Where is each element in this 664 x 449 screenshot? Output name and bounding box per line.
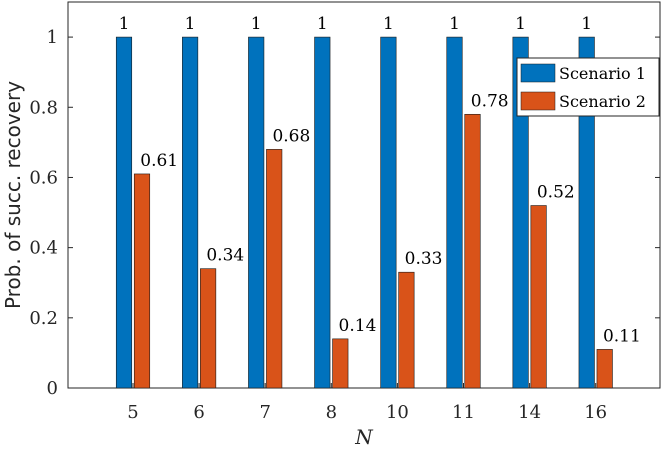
bar-series2-5 [133,173,151,389]
y-tick-label: 0.4 [29,238,58,259]
x-tick-label: 5 [127,402,138,423]
x-tick-label: 16 [584,402,607,423]
bar-series2-10 [398,271,415,389]
data-label-series1-6: 1 [185,14,196,34]
y-tick-label: 0.8 [29,97,58,118]
data-label-series2-10: 0.33 [405,249,443,269]
bar-series1-14 [512,36,529,389]
legend-swatch-scenario-1 [520,63,556,83]
bar-series1-6 [182,36,199,389]
bar-series1-11 [446,36,463,389]
bar-series2-7 [266,149,283,389]
data-label-series2-5: 0.61 [140,151,178,171]
legend-swatch-scenario-2 [520,91,556,111]
data-label-series1-10: 1 [383,14,394,34]
data-label-series2-16: 0.11 [603,326,641,346]
x-tick-label: 14 [518,402,541,423]
bar-series2-8 [332,338,349,389]
data-label-series2-11: 0.78 [471,91,509,111]
data-label-series1-5: 1 [119,14,130,34]
y-axis-title: Prob. of succ. recovery [1,81,25,309]
data-label-series2-14: 0.52 [537,183,575,203]
bar-series2-14 [530,205,547,389]
x-tick-label: 10 [386,402,409,423]
data-label-series1-11: 1 [449,14,460,34]
data-label-series1-8: 1 [317,14,328,34]
data-label-series2-8: 0.14 [339,316,377,336]
y-tick-label: 0 [47,378,58,399]
y-tick-label: 1 [47,27,58,48]
bar-series2-11 [464,113,481,389]
x-tick-label: 11 [452,402,475,423]
x-tick-label: 6 [193,402,204,423]
bar-series1-10 [380,36,397,389]
data-label-series2-6: 0.34 [206,246,244,266]
data-label-series1-14: 1 [515,14,526,34]
x-axis-title: N [354,425,374,449]
x-tick-label: 7 [259,402,270,423]
data-label-series2-7: 0.68 [272,126,310,146]
legend: Scenario 1 Scenario 2 [516,57,660,117]
y-tick-label: 0.2 [29,308,58,329]
data-label-series1-16: 1 [581,14,592,34]
bar-series1-8 [314,36,331,389]
bar-series2-16 [596,349,613,389]
y-tick-label: 0.6 [29,167,58,188]
bar-series2-6 [200,268,217,389]
legend-label-scenario-1: Scenario 1 [559,64,646,83]
bar-series1-7 [248,36,265,389]
legend-label-scenario-2: Scenario 2 [559,92,646,111]
x-tick-label: 8 [326,402,337,423]
bar-series1-16 [578,36,595,389]
data-label-series1-7: 1 [251,14,262,34]
bar-series1-5 [115,36,133,389]
